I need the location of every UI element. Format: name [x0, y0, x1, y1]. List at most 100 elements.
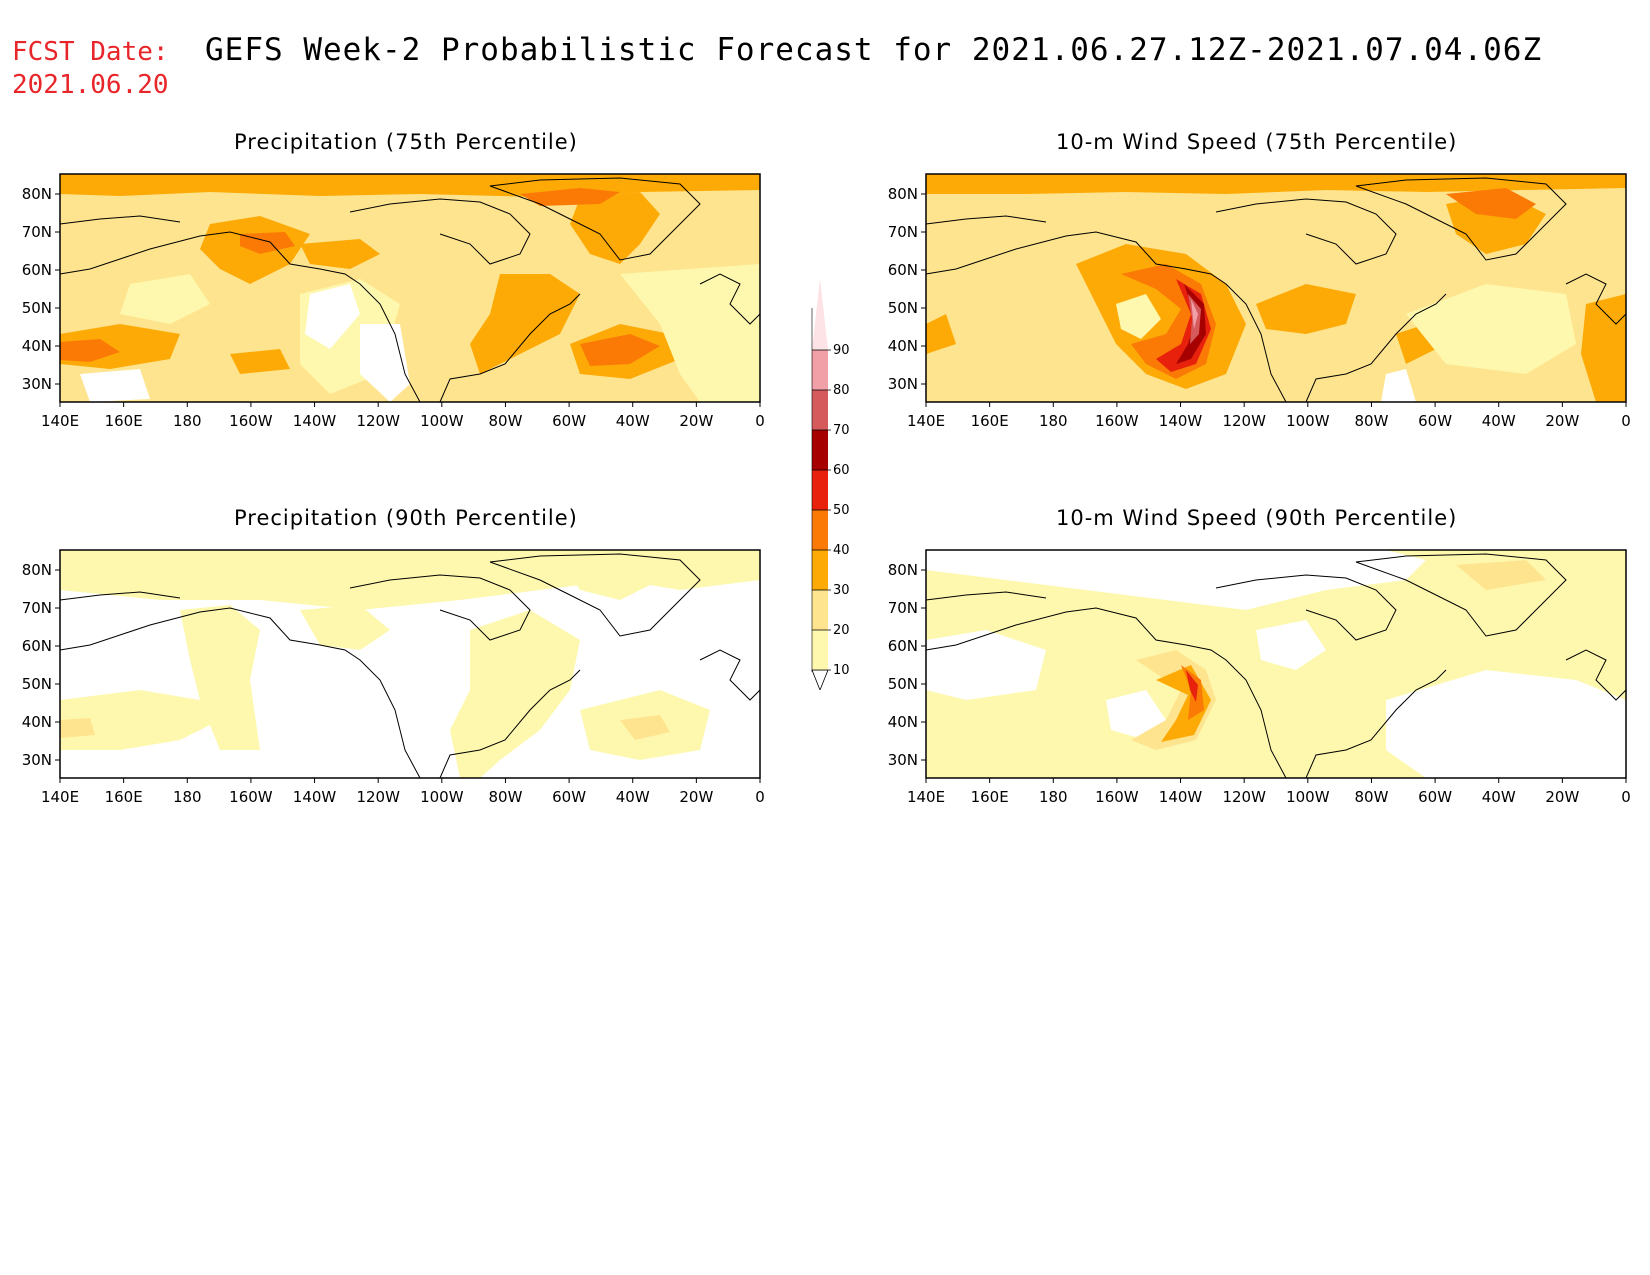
lon-tick-label: 80W — [1354, 412, 1388, 430]
colorbar-segment — [812, 350, 828, 390]
contour-below-10 — [926, 550, 1426, 610]
panel-precip-90: Precipitation (90th Percentile) 80N 70N 60… — [0, 506, 820, 826]
contour-10 — [60, 690, 220, 750]
lon-tick-label: 100W — [420, 412, 464, 430]
contour-below-10 — [1381, 369, 1416, 402]
contour-30 — [230, 349, 290, 374]
lon-tick-label: 0 — [1621, 788, 1631, 806]
map-frame — [59, 173, 761, 403]
lat-tick-label: 70N — [888, 599, 918, 617]
panel-wind-90: 10-m Wind Speed (90th Percentile) 80N 70N… — [866, 506, 1650, 826]
lat-tick-label: 30N — [888, 751, 918, 769]
lon-tick-label: 180 — [173, 412, 202, 430]
lon-tick-label: 120W — [1222, 788, 1266, 806]
contour-20 — [1116, 294, 1161, 339]
colorbar-tick-label: 60 — [833, 463, 850, 478]
contour-30 — [570, 192, 660, 264]
colorbar-segment — [812, 430, 828, 470]
coastline — [59, 607, 421, 779]
lon-tick-label: 60W — [552, 788, 586, 806]
lon-tick-label: 140W — [1159, 788, 1203, 806]
colorbar-tick-label: 10 — [833, 663, 850, 678]
coastline-greenland — [489, 177, 701, 261]
latitude-axis: 80N 70N 60N 50N 40N 30N — [22, 561, 60, 769]
latitude-axis: 80N 70N 60N 50N 40N 30N — [888, 561, 926, 769]
lon-tick-label: 40W — [1482, 788, 1516, 806]
coastline — [699, 649, 761, 701]
lon-tick-label: 160E — [971, 412, 1009, 430]
coastline-greenland — [1355, 177, 1567, 261]
lat-tick-label: 40N — [22, 337, 52, 355]
coastline — [1215, 574, 1397, 641]
precip-90-map: 80N 70N 60N 50N 40N 30N 140E 160E 180 160W 140W 12… — [22, 549, 765, 806]
contour-20 — [620, 715, 670, 740]
lat-tick-label: 40N — [22, 713, 52, 731]
lon-tick-label: 40W — [1482, 412, 1516, 430]
lon-tick-label: 100W — [1286, 788, 1330, 806]
lon-tick-label: 100W — [1286, 412, 1330, 430]
colorbar-segment — [812, 550, 828, 590]
coastline — [59, 215, 181, 225]
contour-below-10 — [1386, 670, 1626, 778]
contour-below-10 — [926, 630, 1046, 700]
contour-below-10 — [1256, 620, 1326, 670]
lat-tick-label: 70N — [888, 223, 918, 241]
coastline-greenland — [489, 553, 701, 637]
lat-tick-label: 80N — [22, 185, 52, 203]
contour-10 — [180, 605, 260, 750]
contour-40 — [60, 339, 120, 362]
coastline — [925, 607, 1287, 779]
lon-tick-label: 140W — [293, 788, 337, 806]
colorbar-tick-label: 80 — [833, 383, 850, 398]
map-frame — [59, 549, 761, 779]
longitude-axis: 140E 160E 180 160W 140W 120W 100W 80W 60W 40W 20W 0 — [907, 778, 1631, 806]
lon-tick-label: 140W — [1159, 412, 1203, 430]
lat-tick-label: 50N — [888, 299, 918, 317]
contour-80 — [1191, 299, 1198, 329]
forecast-date: FCST Date: 2021.06.20 — [12, 36, 169, 102]
lat-tick-label: 60N — [22, 261, 52, 279]
lon-tick-label: 160W — [1095, 788, 1139, 806]
colorbar-tick-label: 90 — [833, 343, 850, 358]
lon-tick-label: 120W — [356, 412, 400, 430]
lon-tick-label: 180 — [1039, 788, 1068, 806]
map-frame — [925, 549, 1627, 779]
lat-tick-label: 50N — [888, 675, 918, 693]
lat-tick-label: 70N — [22, 223, 52, 241]
lon-tick-label: 80W — [1354, 788, 1388, 806]
latitude-axis: 80N 70N 60N 50N 40N 30N — [22, 185, 60, 393]
lon-tick-label: 0 — [1621, 412, 1631, 430]
colorbar-tick-label: 30 — [833, 583, 850, 598]
contour-40 — [1446, 188, 1536, 219]
lon-tick-label: 20W — [679, 788, 713, 806]
contour-20 — [1456, 560, 1546, 590]
lat-tick-label: 60N — [22, 637, 52, 655]
lat-tick-label: 40N — [888, 337, 918, 355]
contour-20 — [620, 264, 760, 402]
lon-tick-label: 120W — [356, 788, 400, 806]
lon-tick-label: 40W — [616, 788, 650, 806]
lon-tick-label: 140E — [907, 412, 945, 430]
contour-10 — [450, 610, 580, 778]
precip-75-map: 80N 70N 60N 50N 40N 30N 140E 160E 180 160W 140W 12… — [22, 173, 765, 430]
lon-tick-label: 180 — [1039, 412, 1068, 430]
lat-tick-label: 30N — [22, 375, 52, 393]
contour-30 — [470, 274, 580, 374]
lon-tick-label: 20W — [1545, 412, 1579, 430]
lat-tick-label: 80N — [888, 561, 918, 579]
lon-tick-label: 140W — [293, 412, 337, 430]
lat-tick-label: 30N — [888, 375, 918, 393]
coastline — [699, 273, 761, 325]
forecast-date-label: FCST Date: — [12, 37, 169, 67]
longitude-axis: 140E 160E 180 160W 140W 120W 100W 80W 60W 40W 20W 0 — [907, 402, 1631, 430]
page-title: GEFS Week-2 Probabilistic Forecast for 2… — [205, 32, 1543, 68]
coastline — [349, 198, 531, 265]
panel-title: 10-m Wind Speed (75th Percentile) — [1056, 130, 1458, 154]
colorbar-tick-label: 40 — [833, 543, 850, 558]
lon-tick-label: 140E — [41, 412, 79, 430]
colorbar-tick-label: 20 — [833, 623, 850, 638]
panel-title: Precipitation (75th Percentile) — [234, 130, 578, 154]
contour-30 — [1256, 284, 1356, 334]
contour-20 — [120, 274, 210, 324]
contour-20 — [1406, 284, 1576, 374]
